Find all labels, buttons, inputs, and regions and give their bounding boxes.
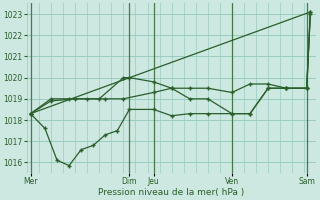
X-axis label: Pression niveau de la mer( hPa ): Pression niveau de la mer( hPa ) [99, 188, 245, 197]
